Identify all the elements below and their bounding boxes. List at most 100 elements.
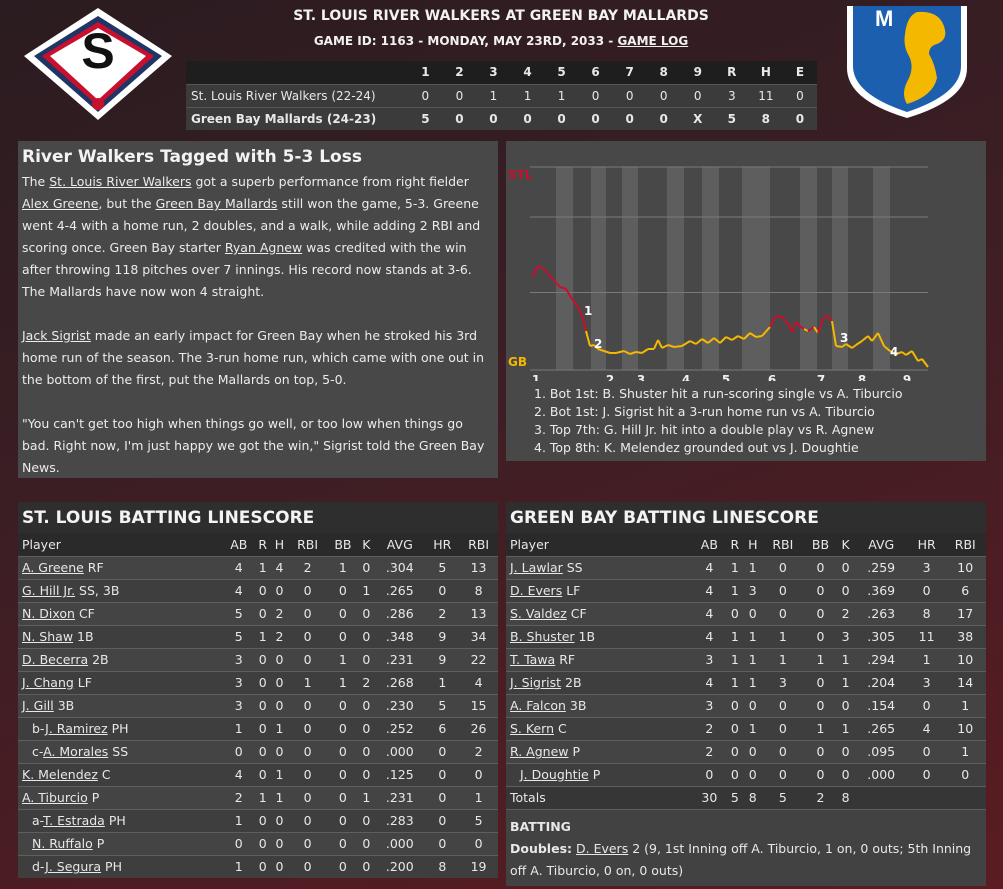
boxscore-cell: 0 [659, 88, 668, 103]
player-link[interactable]: N. Ruffalo [32, 836, 93, 851]
player-link[interactable]: D. Evers [510, 583, 563, 598]
doubles-detail: 2 (9, 1st Inning off A. Tiburcio, 1 on, … [510, 841, 972, 878]
player-position: 1B [574, 629, 596, 644]
player-link[interactable]: T. Estrada [43, 813, 105, 828]
win-prob-segment [731, 335, 739, 341]
inning-band [667, 167, 684, 370]
win-prob-segment [799, 325, 805, 330]
player-link[interactable]: J. Gill [22, 698, 54, 713]
win-prob-segment [531, 265, 539, 278]
gb-axis-label: GB [508, 355, 527, 369]
player-link[interactable]: K. Melendez [22, 767, 98, 782]
inning-band [622, 167, 638, 370]
logo-letter: S [81, 23, 114, 79]
boxscore-cell: 0 [625, 111, 634, 126]
stat-cell: .125 [385, 767, 414, 782]
player-row: R. Agnew P 2 0 0 0 0 0.095 0 1 [506, 740, 986, 763]
player-link[interactable]: T. Tawa [510, 652, 556, 667]
stat-cell: 0 [338, 698, 347, 713]
player-link[interactable]: S. Kern [510, 721, 554, 736]
stat-cell: 0 [303, 836, 312, 851]
stat-cell: 0 [705, 767, 714, 782]
player-position: 1B [73, 629, 94, 644]
player-link[interactable]: S. Valdez [510, 606, 567, 621]
player-link[interactable]: N. Dixon [22, 606, 75, 621]
recap-link[interactable]: Jack Sigrist [22, 328, 91, 343]
recap-link[interactable]: St. Louis River Walkers [49, 174, 192, 189]
player-link[interactable]: D. Becerra [22, 652, 89, 667]
stat-cell: 1 [338, 652, 347, 667]
player-link[interactable]: A. Greene [22, 560, 84, 575]
stat-cell: 4 [474, 675, 483, 690]
recap-paragraph-3: "You can't get too high when things go w… [22, 416, 485, 475]
stat-cell: 0 [748, 698, 757, 713]
stat-cell: 1 [258, 629, 267, 644]
player-link[interactable]: J. Ramirez [45, 721, 108, 736]
stat-cell: 3 [234, 652, 243, 667]
win-prob-segment [719, 336, 727, 344]
player-link[interactable]: N. Shaw [22, 629, 74, 644]
win-prob-note: 3. Top 7th: G. Hill Jr. hit into a doubl… [534, 422, 875, 437]
stat-cell: 26 [470, 721, 487, 736]
batting-notes: BATTING Doubles: D. Evers 2 (9, 1st Inni… [506, 809, 986, 886]
stat-cell: 4 [234, 583, 243, 598]
player-link[interactable]: J. Doughtie [520, 767, 589, 782]
player-link[interactable]: R. Agnew [510, 744, 569, 759]
player-row: S. Kern C 2 0 1 0 1 1.265 4 10 [506, 717, 986, 740]
doubles-note: Doubles: D. Evers 2 (9, 1st Inning off A… [510, 838, 982, 882]
stat-cell: 0 [438, 744, 447, 759]
green-bay-logo: M [847, 6, 967, 118]
stat-cell: .305 [867, 629, 896, 644]
win-prob-segment [661, 344, 669, 349]
stat-cell: 0 [362, 767, 371, 782]
recap-link[interactable]: Alex Greene [22, 196, 99, 211]
win-prob-segment [585, 330, 591, 347]
player-link[interactable]: J. Sigrist [510, 675, 562, 690]
game-log-link[interactable]: GAME LOG [617, 34, 689, 48]
column-header: BB [803, 533, 838, 556]
player-cell: N. Dixon CF [18, 602, 223, 625]
player-link[interactable]: B. Shuster [510, 629, 575, 644]
stat-cell: 1 [748, 675, 757, 690]
stat-cell: 8 [743, 786, 763, 809]
recap-link[interactable]: Green Bay Mallards [155, 196, 278, 211]
player-cell: d-J. Segura PH [18, 855, 223, 878]
column-header: Player [18, 533, 223, 556]
stat-cell: 0 [338, 721, 347, 736]
player-link[interactable]: A. Morales [43, 744, 109, 759]
inning-band [832, 167, 848, 370]
stat-cell: 2 [803, 786, 838, 809]
win-prob-segment [641, 348, 649, 354]
inning-label: 9 [903, 373, 911, 381]
column-header: BB [327, 533, 359, 556]
recap-link[interactable]: Ryan Agnew [224, 240, 303, 255]
player-row: A. Falcon 3B 3 0 0 0 0 0.154 0 1 [506, 694, 986, 717]
player-row: J. Lawlar SS 4 1 1 0 0 0.259 3 10 [506, 556, 986, 579]
stat-cell: 0 [338, 744, 347, 759]
player-link[interactable]: J. Segura [45, 859, 102, 875]
player-cell: R. Agnew P [506, 740, 692, 763]
boxscore-cell: 3 [727, 88, 736, 103]
stat-cell: 30 [692, 786, 727, 809]
stat-cell: 1 [748, 560, 757, 575]
inning-label: 3 [637, 373, 645, 381]
player-link[interactable]: A. Falcon [510, 698, 566, 713]
player-link[interactable]: J. Chang [22, 675, 74, 690]
doubles-player-link[interactable]: D. Evers [576, 841, 629, 856]
win-prob-segment [597, 348, 605, 352]
player-link[interactable]: J. Lawlar [510, 560, 563, 575]
column-header: RBI [288, 533, 327, 556]
player-link[interactable]: A. Tiburcio [22, 790, 88, 805]
win-prob-segment [905, 350, 913, 356]
stat-cell: 0 [362, 560, 371, 575]
stat-cell: 6 [961, 583, 970, 598]
win-prob-segment [803, 328, 809, 332]
stat-cell: 8 [438, 859, 447, 875]
game-id-text: GAME ID: 1163 - MONDAY, MAY 23RD, 2033 - [313, 34, 618, 48]
player-link[interactable]: G. Hill Jr. [22, 583, 76, 598]
column-header: AB [222, 533, 255, 556]
column-header: RBI [762, 533, 804, 556]
player-row: c-A. Morales SS 0 0 0 0 0 0.000 0 2 [18, 740, 498, 763]
inning-label: 6 [768, 373, 776, 381]
stat-cell: 3 [705, 652, 714, 667]
